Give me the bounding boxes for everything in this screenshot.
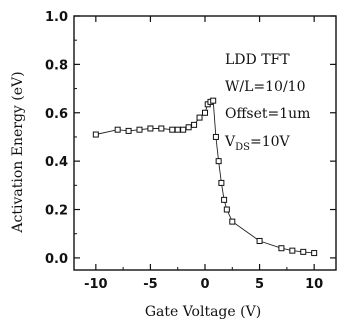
data-point xyxy=(202,109,208,116)
vds-suffix: =10V xyxy=(250,134,291,150)
data-point xyxy=(158,125,165,132)
x-tick-label: 0 xyxy=(200,277,209,292)
vds-subscript: DS xyxy=(235,142,250,153)
series-group xyxy=(92,97,318,257)
y-axis-label: Activation Energy (eV) xyxy=(10,71,26,233)
y-axis-ticks xyxy=(74,15,336,259)
y-tick-label: 0.6 xyxy=(45,107,68,122)
x-tick-label: 10 xyxy=(305,277,323,292)
plot-frame xyxy=(73,15,337,271)
data-point xyxy=(215,158,222,165)
annotation-device: LDD TFT xyxy=(225,52,290,68)
x-tick-label: -10 xyxy=(84,277,108,292)
data-point xyxy=(180,126,187,133)
data-point xyxy=(185,124,192,131)
series-line xyxy=(95,100,315,254)
y-tick-label: 0.2 xyxy=(45,204,68,219)
data-point xyxy=(210,97,217,104)
data-point xyxy=(223,206,230,213)
data-point xyxy=(169,126,176,133)
y-tick-label: 0.8 xyxy=(45,58,68,73)
x-tick-label: -5 xyxy=(143,277,157,292)
data-point xyxy=(196,114,203,121)
data-point xyxy=(278,245,285,252)
data-point xyxy=(289,247,296,254)
y-axis-tick-labels: 0.0 0.2 0.4 0.6 0.8 1.0 xyxy=(45,10,68,267)
x-axis-ticks xyxy=(95,16,315,270)
x-axis-tick-labels: -10 -5 0 5 10 xyxy=(84,277,323,292)
data-point xyxy=(114,126,121,133)
data-point xyxy=(218,179,225,186)
vds-prefix: V xyxy=(224,134,236,150)
data-point xyxy=(311,250,318,257)
x-tick-label: 5 xyxy=(255,277,264,292)
y-tick-label: 0.4 xyxy=(45,155,68,170)
data-point xyxy=(300,248,307,255)
data-point xyxy=(147,125,154,132)
data-point xyxy=(191,121,198,128)
data-point xyxy=(212,133,219,140)
annotation-offset: Offset=1um xyxy=(225,106,310,122)
data-point xyxy=(221,196,228,203)
data-point xyxy=(174,126,181,133)
annotation-wl: W/L=10/10 xyxy=(225,79,305,95)
data-point xyxy=(92,131,99,138)
data-point xyxy=(125,127,132,134)
x-axis-label: Gate Voltage (V) xyxy=(145,304,261,320)
annotation-vds: VDS=10V xyxy=(224,134,291,153)
data-point xyxy=(136,126,143,133)
data-point xyxy=(256,237,263,244)
data-point xyxy=(229,218,236,225)
y-tick-label: 1.0 xyxy=(45,10,68,25)
y-tick-label: 0.0 xyxy=(45,252,68,267)
